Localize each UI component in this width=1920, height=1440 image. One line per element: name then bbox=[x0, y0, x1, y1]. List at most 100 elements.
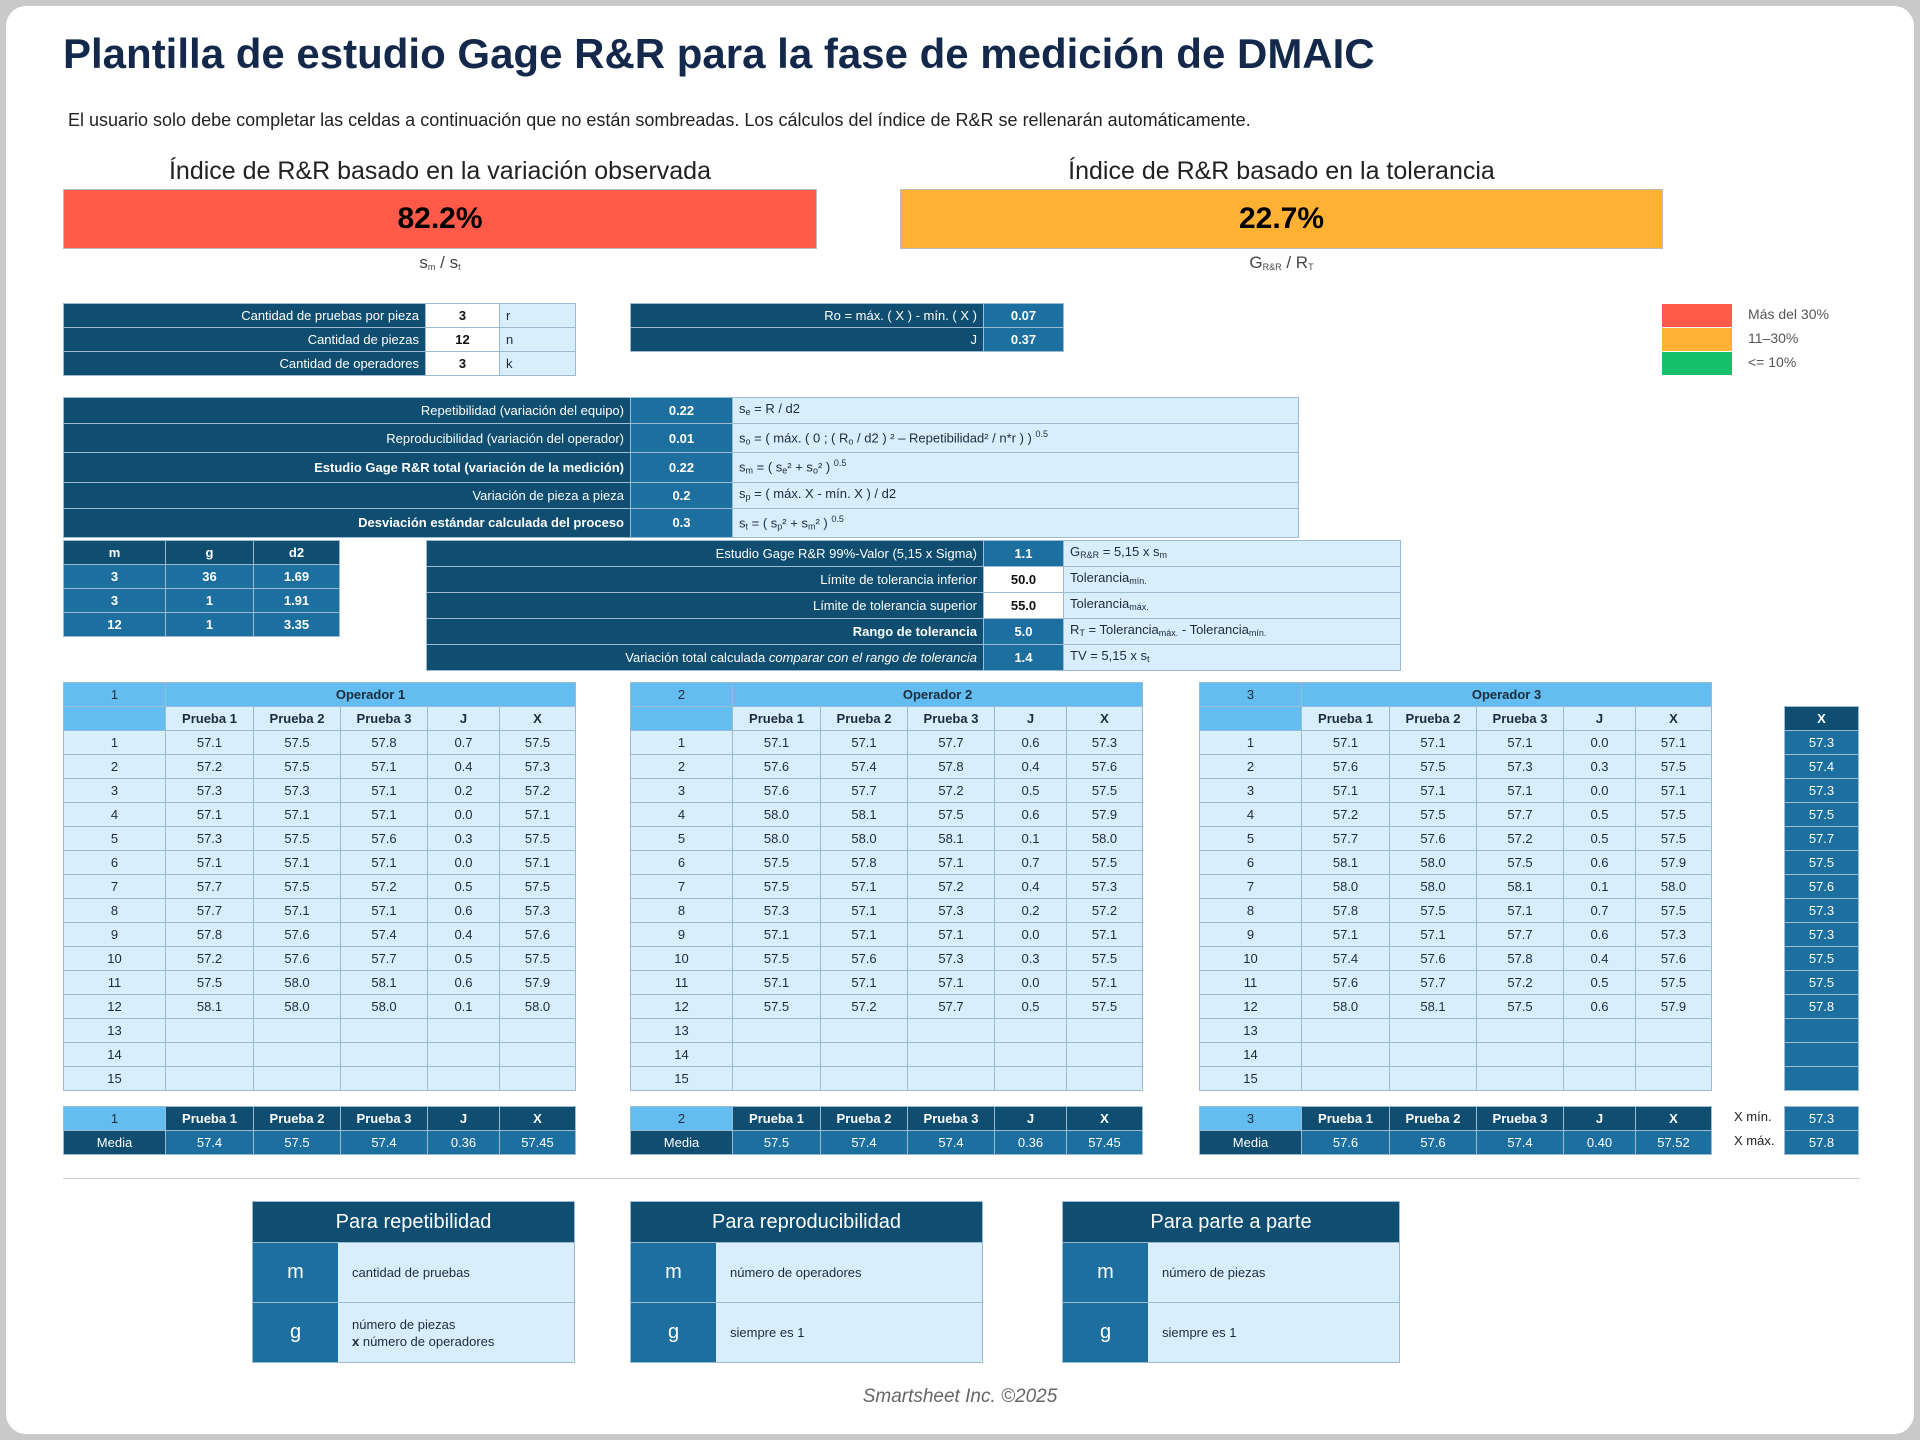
measurement-cell[interactable]: 57.6 bbox=[732, 778, 821, 803]
measurement-cell[interactable] bbox=[820, 1018, 908, 1043]
measurement-cell[interactable] bbox=[907, 1042, 995, 1067]
measurement-cell[interactable]: 57.1 bbox=[165, 850, 254, 875]
measurement-cell[interactable]: 57.4 bbox=[340, 922, 428, 947]
measurement-cell[interactable]: 57.6 bbox=[340, 826, 428, 851]
measurement-cell[interactable]: 57.5 bbox=[1476, 994, 1564, 1019]
measurement-cell[interactable]: 57.6 bbox=[732, 754, 821, 779]
measurement-cell[interactable]: 57.8 bbox=[340, 730, 428, 755]
measurement-cell[interactable]: 57.7 bbox=[1476, 922, 1564, 947]
measurement-cell[interactable]: 58.1 bbox=[165, 994, 254, 1019]
measurement-cell[interactable] bbox=[1301, 1018, 1390, 1043]
upper-tolerance-input[interactable]: 55.0 bbox=[983, 592, 1064, 619]
measurement-cell[interactable]: 57.1 bbox=[340, 778, 428, 803]
measurement-cell[interactable]: 57.5 bbox=[253, 754, 341, 779]
measurement-cell[interactable]: 58.1 bbox=[1476, 874, 1564, 899]
measurement-cell[interactable]: 57.1 bbox=[1389, 730, 1477, 755]
measurement-cell[interactable]: 57.5 bbox=[1476, 850, 1564, 875]
measurement-cell[interactable]: 57.2 bbox=[1476, 826, 1564, 851]
measurement-cell[interactable]: 57.1 bbox=[820, 730, 908, 755]
measurement-cell[interactable]: 57.1 bbox=[820, 970, 908, 995]
measurement-cell[interactable]: 57.2 bbox=[340, 874, 428, 899]
measurement-cell[interactable]: 57.1 bbox=[1301, 778, 1390, 803]
measurement-cell[interactable]: 57.1 bbox=[1301, 730, 1390, 755]
measurement-cell[interactable] bbox=[820, 1042, 908, 1067]
measurement-cell[interactable]: 57.1 bbox=[340, 754, 428, 779]
measurement-cell[interactable] bbox=[907, 1018, 995, 1043]
measurement-cell[interactable]: 57.2 bbox=[165, 946, 254, 971]
operators-count-input[interactable]: 3 bbox=[425, 351, 500, 376]
measurement-cell[interactable] bbox=[1476, 1042, 1564, 1067]
measurement-cell[interactable]: 57.5 bbox=[253, 874, 341, 899]
measurement-cell[interactable]: 57.2 bbox=[820, 994, 908, 1019]
measurement-cell[interactable] bbox=[253, 1066, 341, 1091]
measurement-cell[interactable]: 57.6 bbox=[253, 946, 341, 971]
measurement-cell[interactable]: 57.8 bbox=[1301, 898, 1390, 923]
measurement-cell[interactable]: 58.1 bbox=[1301, 850, 1390, 875]
measurement-cell[interactable]: 57.5 bbox=[732, 874, 821, 899]
measurement-cell[interactable]: 57.7 bbox=[165, 898, 254, 923]
parts-count-input[interactable]: 12 bbox=[425, 327, 500, 352]
measurement-cell[interactable]: 58.0 bbox=[732, 826, 821, 851]
measurement-cell[interactable] bbox=[732, 1042, 821, 1067]
measurement-cell[interactable] bbox=[1301, 1042, 1390, 1067]
measurement-cell[interactable]: 57.7 bbox=[165, 874, 254, 899]
measurement-cell[interactable]: 57.1 bbox=[253, 850, 341, 875]
measurement-cell[interactable]: 57.5 bbox=[253, 730, 341, 755]
measurement-cell[interactable] bbox=[165, 1066, 254, 1091]
measurement-cell[interactable]: 57.8 bbox=[907, 754, 995, 779]
measurement-cell[interactable]: 57.5 bbox=[165, 970, 254, 995]
measurement-cell[interactable]: 57.6 bbox=[1301, 970, 1390, 995]
measurement-cell[interactable] bbox=[1389, 1018, 1477, 1043]
measurement-cell[interactable]: 58.0 bbox=[820, 826, 908, 851]
measurement-cell[interactable]: 57.5 bbox=[732, 994, 821, 1019]
measurement-cell[interactable]: 57.1 bbox=[165, 802, 254, 827]
measurement-cell[interactable]: 57.2 bbox=[907, 874, 995, 899]
measurement-cell[interactable]: 57.6 bbox=[1389, 826, 1477, 851]
measurement-cell[interactable] bbox=[340, 1066, 428, 1091]
measurement-cell[interactable]: 57.6 bbox=[820, 946, 908, 971]
measurement-cell[interactable]: 57.1 bbox=[1389, 922, 1477, 947]
measurement-cell[interactable]: 57.1 bbox=[820, 898, 908, 923]
measurement-cell[interactable]: 57.5 bbox=[1389, 898, 1477, 923]
measurement-cell[interactable]: 58.1 bbox=[340, 970, 428, 995]
measurement-cell[interactable]: 57.7 bbox=[1301, 826, 1390, 851]
measurement-cell[interactable]: 57.5 bbox=[1389, 802, 1477, 827]
measurement-cell[interactable]: 58.1 bbox=[820, 802, 908, 827]
measurement-cell[interactable]: 57.1 bbox=[907, 850, 995, 875]
measurement-cell[interactable]: 57.7 bbox=[340, 946, 428, 971]
measurement-cell[interactable] bbox=[732, 1066, 821, 1091]
measurement-cell[interactable]: 58.0 bbox=[1389, 874, 1477, 899]
measurement-cell[interactable]: 58.0 bbox=[1301, 994, 1390, 1019]
measurement-cell[interactable] bbox=[1389, 1042, 1477, 1067]
measurement-cell[interactable]: 57.1 bbox=[732, 922, 821, 947]
measurement-cell[interactable]: 57.8 bbox=[820, 850, 908, 875]
measurement-cell[interactable]: 57.6 bbox=[1301, 754, 1390, 779]
measurement-cell[interactable]: 57.7 bbox=[907, 994, 995, 1019]
measurement-cell[interactable]: 57.6 bbox=[253, 922, 341, 947]
measurement-cell[interactable] bbox=[340, 1042, 428, 1067]
measurement-cell[interactable]: 57.1 bbox=[1476, 898, 1564, 923]
measurement-cell[interactable]: 57.8 bbox=[1476, 946, 1564, 971]
measurement-cell[interactable]: 57.3 bbox=[1476, 754, 1564, 779]
measurement-cell[interactable] bbox=[732, 1018, 821, 1043]
measurement-cell[interactable]: 57.1 bbox=[907, 922, 995, 947]
measurement-cell[interactable]: 58.0 bbox=[1389, 850, 1477, 875]
measurement-cell[interactable]: 57.5 bbox=[907, 802, 995, 827]
measurement-cell[interactable]: 57.3 bbox=[165, 778, 254, 803]
measurement-cell[interactable]: 57.1 bbox=[1301, 922, 1390, 947]
measurement-cell[interactable]: 57.1 bbox=[165, 730, 254, 755]
measurement-cell[interactable] bbox=[340, 1018, 428, 1043]
measurement-cell[interactable]: 57.2 bbox=[907, 778, 995, 803]
lower-tolerance-input[interactable]: 50.0 bbox=[983, 566, 1064, 593]
measurement-cell[interactable]: 57.1 bbox=[907, 970, 995, 995]
measurement-cell[interactable]: 57.1 bbox=[1476, 778, 1564, 803]
measurement-cell[interactable]: 57.1 bbox=[820, 874, 908, 899]
measurement-cell[interactable]: 58.0 bbox=[340, 994, 428, 1019]
measurement-cell[interactable]: 58.1 bbox=[1389, 994, 1477, 1019]
measurement-cell[interactable]: 57.8 bbox=[165, 922, 254, 947]
measurement-cell[interactable]: 57.1 bbox=[732, 970, 821, 995]
measurement-cell[interactable]: 57.3 bbox=[165, 826, 254, 851]
measurement-cell[interactable]: 57.5 bbox=[253, 826, 341, 851]
measurement-cell[interactable]: 57.5 bbox=[732, 850, 821, 875]
measurement-cell[interactable]: 57.5 bbox=[1389, 754, 1477, 779]
